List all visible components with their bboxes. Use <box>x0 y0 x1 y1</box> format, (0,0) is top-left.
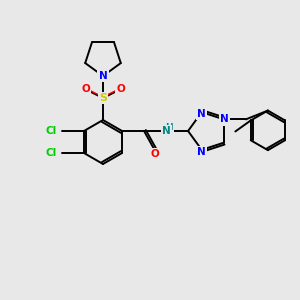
Text: N: N <box>220 114 229 124</box>
Text: N: N <box>99 71 107 81</box>
Text: Cl: Cl <box>46 148 57 158</box>
Text: O: O <box>151 149 159 159</box>
Text: H: H <box>165 122 173 131</box>
Text: N: N <box>197 147 206 157</box>
Text: N: N <box>162 126 170 136</box>
Text: Cl: Cl <box>46 126 57 136</box>
Text: O: O <box>81 84 90 94</box>
Text: S: S <box>99 93 107 103</box>
Text: O: O <box>116 84 125 94</box>
Text: N: N <box>197 109 206 119</box>
